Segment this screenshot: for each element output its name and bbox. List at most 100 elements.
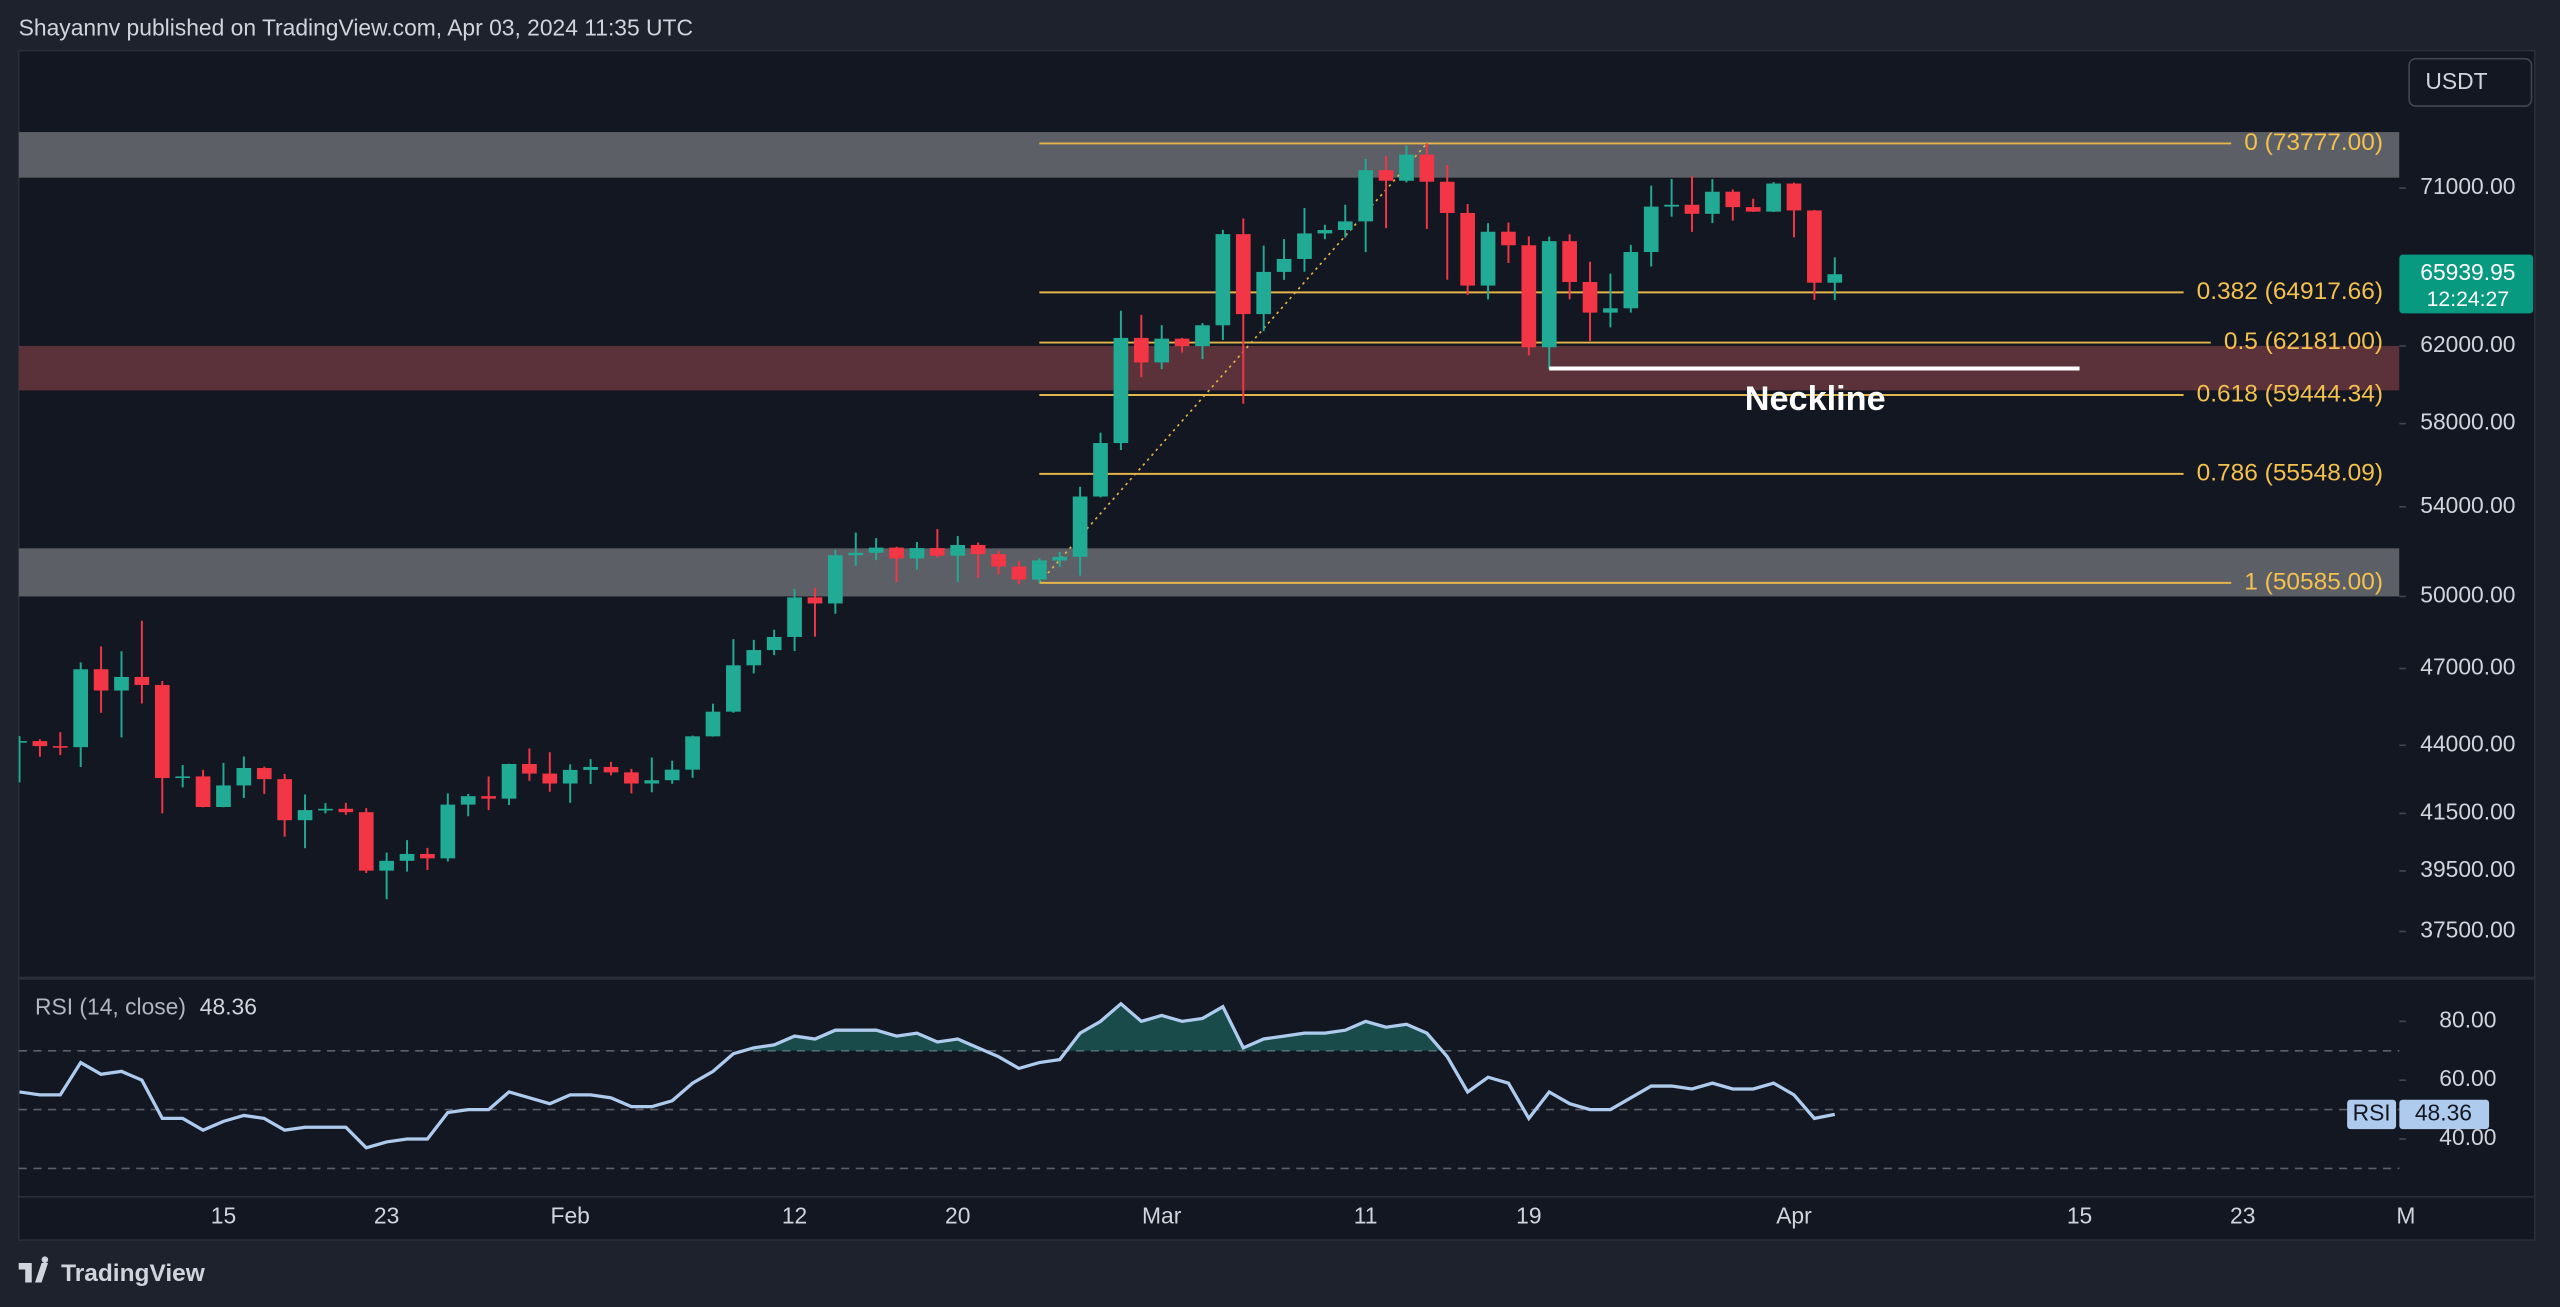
candle-body [583,766,598,770]
candle-body [1195,325,1210,347]
candle-body [154,684,170,779]
x-tick-label: 15 [211,1202,236,1228]
candle-body [256,768,272,780]
candle-body [726,665,741,712]
candle-body [1317,230,1333,234]
candle-body [644,780,660,784]
candle-body [1725,191,1741,208]
candle-body [1072,496,1088,557]
candle-body [1439,181,1455,213]
x-tick-label: 15 [2067,1202,2092,1228]
candle-body [1827,274,1843,283]
candle-body [318,808,333,811]
candle-body [1684,204,1700,214]
candle-body [297,810,313,821]
x-tick-label: Apr [1776,1202,1812,1228]
candle-body [338,808,354,813]
y-tick-label: 39500.00 [2420,856,2515,882]
candle-body [1705,191,1720,214]
candle-body [195,776,211,807]
x-tick-label: 20 [945,1202,970,1228]
x-tick-label: M [2396,1202,2415,1228]
currency[interactable]: USDT [2425,68,2487,94]
y-tick-label: 47000.00 [2420,654,2515,680]
x-tick-label: 23 [2230,1202,2255,1228]
y-tick-label: 80.00 [2439,1006,2496,1032]
candle-body [929,548,945,556]
neckline-label: Neckline [1745,380,1886,418]
candle-body [664,769,680,781]
candle-body [1807,210,1822,283]
currency-box[interactable] [2408,57,2533,107]
y-tick-label: 50000.00 [2420,581,2515,607]
candle-body [1460,212,1475,286]
y-tick-label: 41500.00 [2420,798,2515,824]
candle-body [848,552,864,556]
candle-body [1052,556,1068,561]
candle-body [1031,560,1047,580]
x-tick-label: 11 [1354,1202,1378,1228]
rsi-tag-box [2347,1099,2397,1130]
rsi-line [19,1001,1836,1150]
candle-body [1133,337,1149,363]
candle-body [1786,183,1802,211]
candle-body [1011,566,1027,580]
candle-body [1378,170,1394,181]
candle-body [1419,154,1435,182]
candle-body [685,736,700,770]
candle-body [828,555,843,604]
y-tick-label: 44000.00 [2420,730,2515,756]
x-tick-label: Mar [1142,1202,1182,1228]
candle-body [603,766,619,773]
rsi-title: RSI (14, close) [35,993,186,1019]
candle-body [501,763,517,799]
candle-body [32,741,48,747]
candle-body [909,548,925,559]
rsi-value-box [2399,1099,2490,1130]
price-plot [18,132,2400,900]
candle-body [624,772,639,784]
candle-body [1256,271,1272,315]
y-tick-label: 54000.00 [2420,492,2515,518]
y-tick-label: 60.00 [2439,1065,2496,1091]
candle-body [460,796,476,805]
last-price-box [2399,254,2534,314]
chart-frame [17,49,2536,1241]
candle-body [1603,308,1618,313]
candle-body [950,544,966,556]
y-tick-label: 37500.00 [2420,916,2515,942]
x-tick-label: 23 [374,1202,399,1228]
candle-body [1093,443,1108,497]
candle-body [481,796,496,799]
candle-body [73,669,89,748]
x-tick-label: 19 [1516,1202,1541,1228]
y-tick-label: 71000.00 [2420,173,2515,199]
candle-body [1113,337,1129,444]
fib-label: 0.786 (55548.09) [2197,459,2383,486]
candle-body [1174,338,1190,347]
candle-body [807,597,823,604]
candle-body [440,804,456,859]
rsi-value: 48.36 [200,993,257,1019]
zone [18,132,2400,178]
candle-body [1399,154,1414,181]
candle-body [420,853,435,859]
fib-label: 0.382 (64917.66) [2197,278,2383,305]
last-price: 65939.95 [2420,259,2515,285]
candle-body [1643,206,1659,252]
candle-body [114,676,129,691]
countdown: 12:24:27 [2427,288,2510,311]
candle-body [379,860,394,871]
logo-text: TradingView [61,1260,206,1287]
fib-label: 0.5 (62181.00) [2224,328,2383,355]
candle-body [1541,241,1557,348]
candle-body [766,636,782,651]
candle-body [134,676,150,685]
x-tick-label: Feb [551,1202,590,1228]
candle-body [868,547,884,553]
fib-label: 1 (50585.00) [2244,568,2383,595]
candle-body [1562,241,1577,283]
candle-body [216,785,231,807]
